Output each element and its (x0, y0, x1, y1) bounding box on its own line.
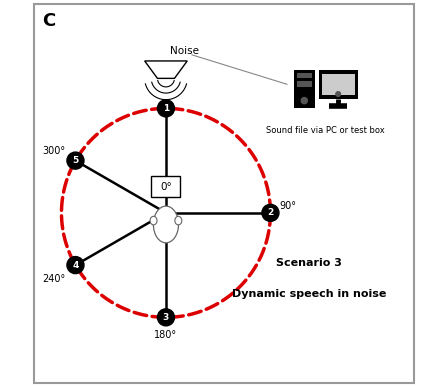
Text: 240°: 240° (43, 274, 66, 284)
Circle shape (67, 152, 84, 169)
FancyBboxPatch shape (322, 74, 355, 95)
Text: 2: 2 (267, 208, 274, 217)
Text: 3: 3 (163, 313, 169, 322)
Text: 90°: 90° (280, 201, 297, 211)
FancyBboxPatch shape (34, 4, 414, 383)
FancyBboxPatch shape (319, 70, 358, 99)
Text: 0°: 0° (160, 182, 172, 192)
FancyBboxPatch shape (293, 70, 315, 108)
Text: Sound file via PC or test box: Sound file via PC or test box (266, 126, 385, 135)
Ellipse shape (153, 206, 178, 243)
Text: C: C (42, 12, 56, 30)
Text: 5: 5 (72, 156, 78, 165)
Text: Noise: Noise (170, 46, 199, 57)
Circle shape (67, 257, 84, 274)
Circle shape (262, 204, 279, 221)
Text: 1: 1 (163, 104, 169, 113)
Circle shape (336, 92, 340, 96)
FancyBboxPatch shape (151, 176, 181, 197)
Circle shape (157, 100, 174, 117)
Circle shape (301, 98, 307, 104)
Circle shape (157, 309, 174, 326)
Text: Dynamic speech in noise: Dynamic speech in noise (232, 289, 386, 299)
Text: 300°: 300° (43, 146, 66, 156)
Polygon shape (145, 61, 187, 78)
FancyBboxPatch shape (297, 81, 312, 87)
Text: 4: 4 (72, 260, 79, 270)
FancyBboxPatch shape (297, 73, 312, 78)
Text: Scenario 3: Scenario 3 (276, 258, 342, 268)
Ellipse shape (175, 216, 182, 225)
Ellipse shape (150, 216, 157, 225)
Text: 180°: 180° (155, 330, 177, 340)
